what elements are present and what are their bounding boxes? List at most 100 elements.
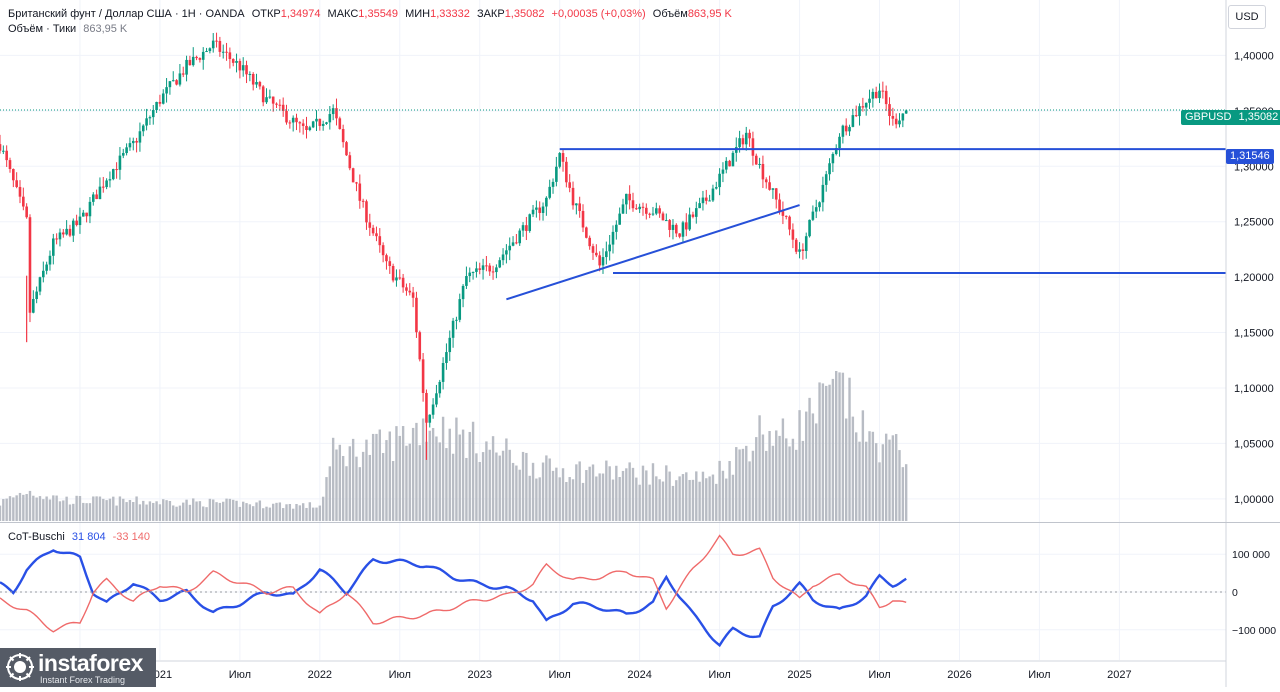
candle-body (871, 91, 875, 99)
candle-body (541, 206, 545, 213)
candle-body (75, 220, 78, 226)
volume-bar (691, 479, 695, 521)
candle-body (361, 200, 365, 202)
volume-bar (768, 431, 771, 521)
volume-bar (874, 443, 878, 521)
candle-body (764, 179, 768, 183)
candle-body (694, 208, 698, 217)
volume-legend[interactable]: Объём · Тики 863,95 K (8, 22, 131, 36)
candle-body (501, 254, 505, 261)
volume-bar (358, 467, 362, 521)
volume-bar (515, 465, 518, 521)
volume-bar (828, 384, 831, 521)
volume-bar (308, 502, 312, 521)
volume-bar (551, 470, 555, 521)
volume-bar (182, 502, 185, 521)
candle-body (298, 122, 302, 124)
candle-body (115, 169, 118, 171)
volume-bar (205, 507, 208, 521)
x-tick-label: 2027 (1107, 669, 1131, 681)
candle-body (701, 197, 705, 204)
volume-bar (471, 421, 475, 521)
candle-body (561, 153, 565, 162)
volume-bar (295, 503, 298, 521)
candle-body (868, 98, 871, 103)
volume-bar (891, 435, 895, 521)
volume-bar (62, 500, 65, 521)
candle-body (61, 232, 65, 235)
candle-body (411, 292, 415, 298)
candle-body (421, 359, 425, 393)
volume-bar (598, 473, 601, 521)
candle-body (248, 74, 252, 76)
volume-bar (661, 481, 665, 521)
candle-body (704, 197, 708, 201)
volume-bar (5, 498, 8, 521)
candle-body (824, 174, 828, 185)
volume-bar (841, 372, 845, 521)
candle-body (458, 299, 462, 320)
candle-body (568, 182, 571, 188)
candle-body (405, 287, 408, 291)
volume-bar (685, 472, 688, 521)
candle-body (608, 244, 611, 252)
candle-body (618, 213, 621, 225)
volume-bar (655, 476, 658, 521)
candle-body (318, 118, 322, 126)
volume-bar (881, 444, 885, 521)
candle-body (545, 197, 548, 207)
candle-body (58, 232, 62, 240)
x-tick-label: Июл (1028, 669, 1050, 681)
candle-body (901, 113, 905, 121)
volume-bar (678, 476, 681, 521)
candle-body (265, 97, 268, 103)
volume-legend-title: Объём · Тики (8, 23, 77, 35)
candle-body (781, 211, 785, 216)
candle-body (645, 207, 648, 214)
candle-body (12, 168, 15, 181)
candle-body (774, 188, 778, 200)
volume-bar (188, 504, 192, 521)
volume-bar (102, 498, 105, 521)
volume-bar (795, 449, 798, 521)
volume-bar (351, 438, 355, 521)
volume-bar (328, 466, 332, 521)
volume-bar (488, 449, 491, 521)
volume-bar (305, 507, 308, 521)
volume-bar (222, 501, 225, 521)
volume-bar (635, 477, 638, 521)
volume-bar (511, 462, 515, 521)
candle-body (108, 179, 112, 181)
symbol-legend[interactable]: Британский фунт / Доллар США · 1Н · OAND… (8, 7, 736, 21)
candle-body (42, 270, 45, 278)
volume-bar (15, 495, 18, 521)
volume-bar (448, 428, 451, 521)
volume-bar (861, 410, 865, 521)
volume-bar (405, 445, 408, 521)
candle-body (891, 115, 895, 119)
candle-body (864, 102, 868, 108)
volume-bar (18, 492, 22, 521)
volume-bar (481, 452, 485, 521)
volume-bar (608, 466, 611, 521)
volume-bar (605, 460, 608, 521)
candle-body (158, 101, 162, 104)
candle-body (894, 118, 898, 125)
y-tick-label: 1,15000 (1234, 328, 1274, 340)
candle-body (331, 108, 335, 115)
candle-body (278, 104, 282, 106)
volume-bar (0, 505, 2, 521)
volume-bar (118, 496, 122, 521)
volume-bar (475, 453, 478, 521)
volume-bar (58, 501, 62, 521)
candle-body (565, 161, 568, 183)
candle-body (171, 80, 175, 82)
indicator-legend[interactable]: CoT-Buschi 31 804 -33 140 (8, 530, 154, 544)
high-label: МАКС (327, 8, 359, 20)
currency-selector[interactable]: USD (1228, 5, 1266, 29)
volume-bar (751, 450, 755, 521)
volume-bar (162, 499, 165, 521)
candle-body (688, 214, 691, 230)
